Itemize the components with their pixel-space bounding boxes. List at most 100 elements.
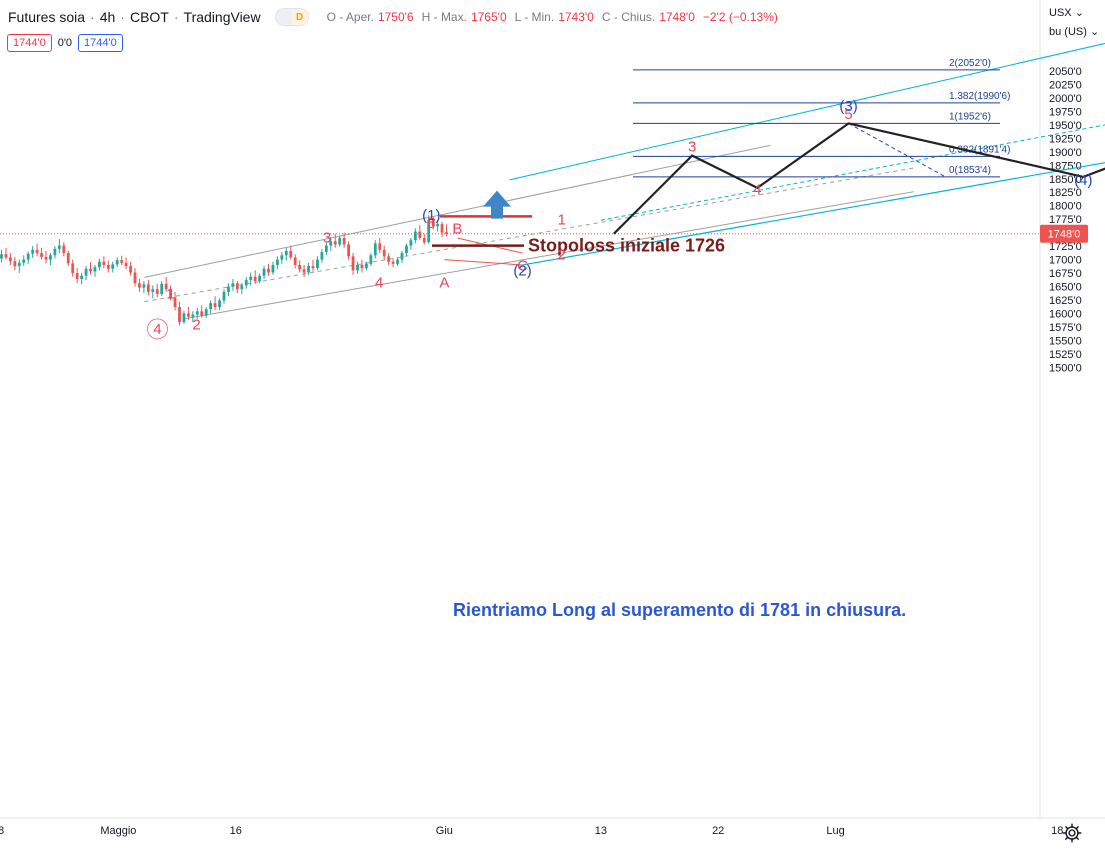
channel-gray-median[interactable] [144, 167, 914, 303]
candle[interactable] [222, 289, 226, 304]
candle[interactable] [373, 240, 377, 259]
candle[interactable] [431, 216, 435, 230]
candle[interactable] [307, 262, 310, 275]
candle[interactable] [75, 268, 79, 284]
candle[interactable] [440, 221, 444, 237]
candle[interactable] [360, 259, 364, 273]
candle[interactable] [422, 233, 426, 245]
candle[interactable] [111, 261, 115, 273]
currency-selector[interactable]: USX ⌄ [1049, 6, 1084, 19]
candle[interactable] [151, 285, 155, 299]
abc-line[interactable] [444, 259, 523, 266]
channel-gray-upper[interactable] [144, 144, 771, 278]
candle[interactable] [160, 281, 164, 297]
sell-button[interactable]: 1744'0 [7, 34, 52, 52]
channel-cyan-median[interactable] [600, 75, 1105, 221]
candle[interactable] [146, 280, 150, 296]
candle[interactable] [17, 259, 21, 274]
candle[interactable] [133, 268, 137, 287]
candle[interactable] [378, 238, 382, 254]
candle[interactable] [120, 255, 124, 265]
candle[interactable] [320, 248, 324, 263]
candle[interactable] [409, 238, 413, 250]
candle[interactable] [396, 257, 399, 267]
candle[interactable] [164, 276, 168, 292]
candle[interactable] [284, 247, 288, 261]
candle[interactable] [80, 273, 83, 285]
candle[interactable] [267, 263, 270, 276]
candle[interactable] [405, 243, 408, 257]
candle[interactable] [178, 301, 181, 326]
time-scale[interactable]: 8Maggio16Giu1322Lug18Ago15 [0, 817, 1105, 837]
candle[interactable] [195, 308, 199, 319]
candle[interactable] [49, 253, 52, 265]
candle[interactable] [102, 256, 106, 269]
candle[interactable] [244, 276, 248, 289]
candle[interactable] [129, 261, 132, 276]
candle[interactable] [209, 300, 213, 314]
candle[interactable] [57, 239, 61, 254]
unit-selector[interactable]: bu (US) ⌄ [1049, 25, 1099, 38]
candle[interactable] [44, 250, 48, 264]
candle[interactable] [115, 257, 119, 268]
candle[interactable] [445, 224, 448, 237]
candle[interactable] [253, 270, 257, 284]
candle[interactable] [271, 261, 275, 275]
candle[interactable] [106, 260, 110, 273]
buy-button[interactable]: 1744'0 [78, 34, 123, 52]
candle[interactable] [187, 306, 190, 320]
candle[interactable] [400, 250, 404, 263]
candle[interactable] [22, 255, 26, 267]
candle[interactable] [333, 233, 337, 248]
candle[interactable] [213, 296, 217, 311]
candle[interactable] [142, 281, 146, 293]
candle[interactable] [240, 283, 244, 295]
channel-gray-lower[interactable] [183, 191, 914, 320]
candle[interactable] [351, 253, 355, 275]
candle[interactable] [204, 306, 208, 318]
candle[interactable] [302, 264, 306, 277]
candle[interactable] [293, 254, 297, 269]
price-channel-cyan[interactable] [509, 0, 1105, 266]
candle[interactable] [324, 242, 328, 256]
candle[interactable] [427, 215, 431, 244]
candle[interactable] [231, 278, 235, 291]
candle[interactable] [40, 247, 43, 260]
channel-cyan-lower[interactable] [522, 118, 1105, 266]
candle[interactable] [249, 272, 253, 286]
candle[interactable] [35, 243, 39, 257]
candle[interactable] [436, 220, 439, 232]
candle[interactable] [338, 235, 342, 247]
candle[interactable] [9, 253, 12, 265]
candle[interactable] [413, 228, 417, 244]
abc-correction-lines[interactable] [444, 237, 523, 266]
candle[interactable] [138, 278, 141, 292]
candle[interactable] [200, 305, 204, 318]
candle[interactable] [227, 283, 230, 297]
trade-levels[interactable]: Stopoloss iniziale 1726 [432, 215, 725, 256]
candle[interactable] [298, 260, 302, 273]
gear-icon[interactable] [1061, 822, 1083, 844]
fibonacci-extension[interactable]: 2(2052'0) 1.382(1990'6) 1(1952'6) 0.382(189… [633, 58, 1010, 178]
candle[interactable] [13, 256, 17, 271]
candle[interactable] [93, 264, 97, 277]
candle[interactable] [289, 245, 293, 260]
candle[interactable] [89, 262, 92, 275]
candle[interactable] [356, 261, 359, 274]
price-channel-gray[interactable] [144, 144, 914, 320]
candle[interactable] [276, 256, 279, 270]
candle[interactable] [62, 242, 66, 257]
wave-projection-path[interactable] [613, 103, 1105, 235]
candle[interactable] [316, 256, 319, 271]
candle[interactable] [124, 257, 128, 270]
candle[interactable] [4, 247, 8, 260]
candle[interactable] [155, 283, 159, 298]
candle[interactable] [391, 258, 395, 268]
channel-cyan-upper[interactable] [509, 0, 1105, 181]
candle[interactable] [418, 225, 422, 241]
candle[interactable] [173, 291, 177, 311]
candle[interactable] [66, 250, 70, 267]
candle[interactable] [84, 266, 88, 281]
candle[interactable] [191, 311, 195, 323]
candle[interactable] [365, 261, 368, 271]
